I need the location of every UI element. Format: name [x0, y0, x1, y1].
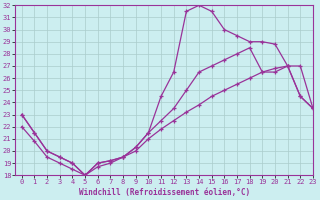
X-axis label: Windchill (Refroidissement éolien,°C): Windchill (Refroidissement éolien,°C): [79, 188, 250, 197]
